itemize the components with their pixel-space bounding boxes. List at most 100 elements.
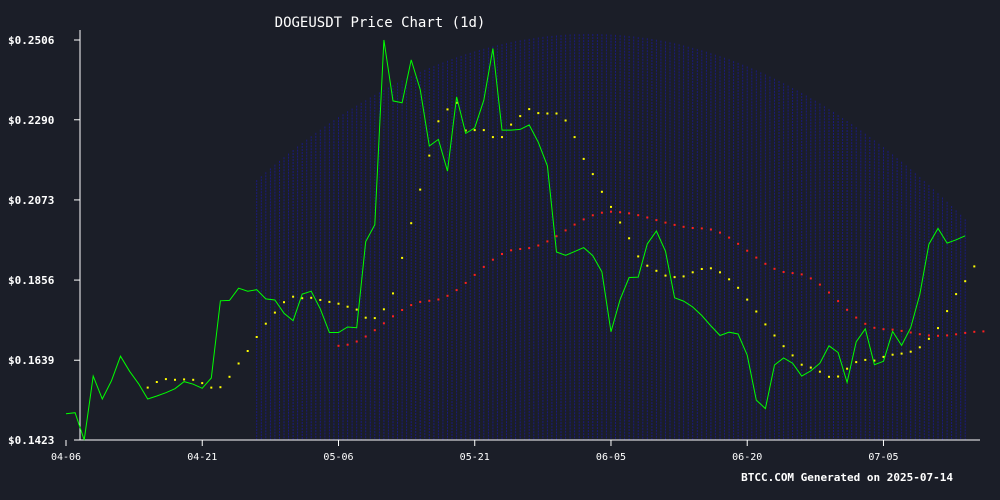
short-ma-point [755, 310, 758, 313]
short-ma-point [746, 298, 749, 301]
chart-title: DOGEUSDT Price Chart (1d) [275, 15, 486, 31]
long-ma-point [419, 300, 422, 303]
long-ma-point [337, 344, 340, 347]
long-ma-point [346, 343, 349, 346]
short-ma-point [728, 278, 731, 281]
short-ma-point [900, 352, 903, 355]
short-ma-point [337, 302, 340, 305]
y-tick-label: $0.1423 [8, 434, 54, 447]
short-ma-point [773, 334, 776, 337]
long-ma-point [728, 236, 731, 239]
short-ma-point [628, 237, 631, 240]
short-ma-point [918, 346, 921, 349]
long-ma-point [764, 262, 767, 265]
short-ma-point [873, 359, 876, 362]
short-ma-point [937, 327, 939, 330]
long-ma-point [491, 258, 494, 261]
long-ma-point [800, 273, 803, 276]
short-ma-point [183, 378, 186, 381]
short-ma-point [146, 386, 149, 389]
long-ma-point [791, 272, 794, 275]
long-ma-point [818, 283, 821, 286]
short-ma-point [373, 317, 376, 320]
short-ma-point [392, 292, 394, 295]
x-tick-label: 04-21 [187, 452, 217, 463]
short-ma-point [491, 136, 494, 139]
long-ma-point [828, 291, 830, 294]
short-ma-point [528, 108, 531, 111]
short-ma-point [709, 267, 712, 270]
long-ma-point [900, 329, 903, 332]
long-ma-point [482, 265, 485, 268]
short-ma-point [246, 350, 249, 352]
long-ma-point [510, 249, 513, 252]
long-ma-point [882, 328, 885, 331]
long-ma-point [955, 333, 958, 336]
short-ma-point [664, 274, 667, 277]
long-ma-point [855, 316, 858, 319]
short-ma-point [782, 345, 785, 348]
short-ma-point [573, 136, 576, 139]
long-ma-point [873, 326, 876, 329]
long-ma-point [973, 330, 976, 333]
long-ma-point [600, 211, 603, 214]
short-ma-point [700, 268, 703, 270]
short-ma-point [464, 129, 467, 132]
y-tick-label: $0.1856 [8, 274, 55, 287]
short-ma-point [646, 264, 649, 267]
short-ma-point [682, 275, 685, 278]
long-ma-point [719, 231, 721, 234]
short-ma-point [382, 308, 385, 311]
long-ma-point [755, 256, 758, 259]
short-ma-point [610, 205, 612, 208]
long-ma-point [546, 240, 549, 243]
long-ma-point [591, 214, 594, 217]
short-ma-point [800, 363, 803, 366]
long-ma-point [610, 210, 612, 213]
y-tick-label: $0.1639 [8, 354, 54, 367]
long-ma-point [864, 322, 867, 325]
short-ma-point [673, 276, 676, 279]
long-ma-point [473, 273, 476, 276]
price-series-line [65, 39, 966, 441]
long-ma-point [746, 249, 749, 252]
short-ma-point [691, 271, 694, 274]
range-band [256, 34, 966, 440]
short-ma-point [882, 355, 885, 358]
short-ma-point [473, 129, 476, 132]
short-ma-point [909, 350, 912, 353]
short-ma-point [818, 370, 821, 373]
short-ma-point [410, 222, 413, 225]
short-ma-point [346, 305, 349, 308]
long-moving-average-series [337, 210, 985, 347]
short-ma-point [582, 157, 585, 160]
short-ma-point [455, 101, 458, 104]
y-tick-label: $0.2506 [8, 34, 55, 47]
long-ma-point [964, 331, 967, 334]
long-ma-point [392, 315, 394, 318]
long-ma-point [737, 242, 740, 245]
short-ma-point [764, 323, 767, 326]
short-ma-point [655, 269, 658, 272]
long-ma-point [700, 227, 703, 230]
short-ma-point [301, 297, 304, 300]
short-ma-point [564, 119, 567, 122]
long-ma-point [555, 235, 558, 238]
short-ma-point [419, 188, 422, 191]
long-ma-point [537, 244, 540, 247]
x-tick-label: 04-06 [51, 452, 81, 463]
short-ma-point [446, 108, 449, 111]
short-ma-point [174, 378, 176, 381]
x-tick-label: 05-06 [323, 452, 353, 463]
long-ma-point [909, 331, 912, 334]
short-ma-point [955, 293, 958, 296]
long-ma-point [891, 328, 894, 331]
long-ma-point [664, 221, 667, 224]
short-ma-point [510, 123, 513, 126]
long-ma-point [528, 247, 531, 250]
short-ma-point [273, 311, 276, 314]
long-ma-point [773, 267, 776, 270]
axes [79, 30, 980, 441]
short-ma-point [619, 221, 622, 224]
